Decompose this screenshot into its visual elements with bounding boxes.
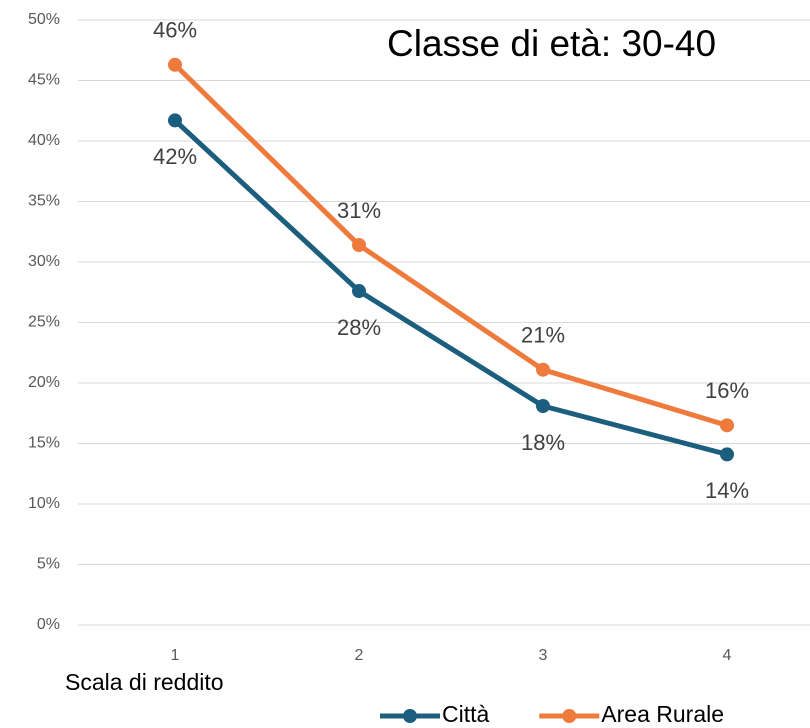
series-line	[173, 62, 728, 428]
legend-marker	[562, 709, 577, 723]
data-label: 14%	[705, 478, 749, 503]
data-label: 21%	[521, 323, 565, 348]
data-label: 18%	[521, 430, 565, 455]
y-tick-label: 40%	[28, 132, 60, 149]
data-label: 16%	[705, 378, 749, 403]
x-tick-label: 3	[539, 647, 548, 664]
y-tick-label: 25%	[28, 314, 60, 331]
y-tick-label: 30%	[28, 253, 60, 270]
data-point	[536, 398, 550, 413]
y-tick-label: 15%	[28, 435, 60, 452]
y-tick-label: 5%	[37, 556, 60, 573]
data-label: 46%	[153, 18, 197, 43]
legend-label: Area Rurale	[601, 701, 724, 727]
legend-label: Città	[442, 701, 490, 727]
y-tick-label: 35%	[28, 193, 60, 210]
data-point	[720, 418, 734, 433]
y-tick-label: 10%	[28, 495, 60, 512]
data-point	[168, 113, 182, 128]
data-point	[720, 447, 734, 462]
y-tick-label: 20%	[28, 374, 60, 391]
data-point	[536, 362, 550, 377]
data-point	[352, 238, 366, 253]
y-tick-label: 45%	[28, 72, 60, 89]
x-tick-label: 4	[723, 647, 732, 664]
data-label: 42%	[153, 144, 197, 169]
y-tick-label: 0%	[37, 616, 60, 633]
y-tick-label: 50%	[28, 11, 60, 28]
x-tick-label: 2	[355, 647, 364, 664]
legend-marker	[403, 709, 417, 723]
x-axis-label: Scala di reddito	[65, 669, 224, 695]
series-line	[173, 118, 728, 457]
data-label: 28%	[337, 315, 381, 340]
data-point	[168, 57, 182, 72]
data-point	[352, 284, 366, 299]
data-label: 31%	[337, 198, 381, 223]
x-tick-label: 1	[171, 647, 180, 664]
chart-title: Classe di età: 30-40	[387, 23, 716, 64]
